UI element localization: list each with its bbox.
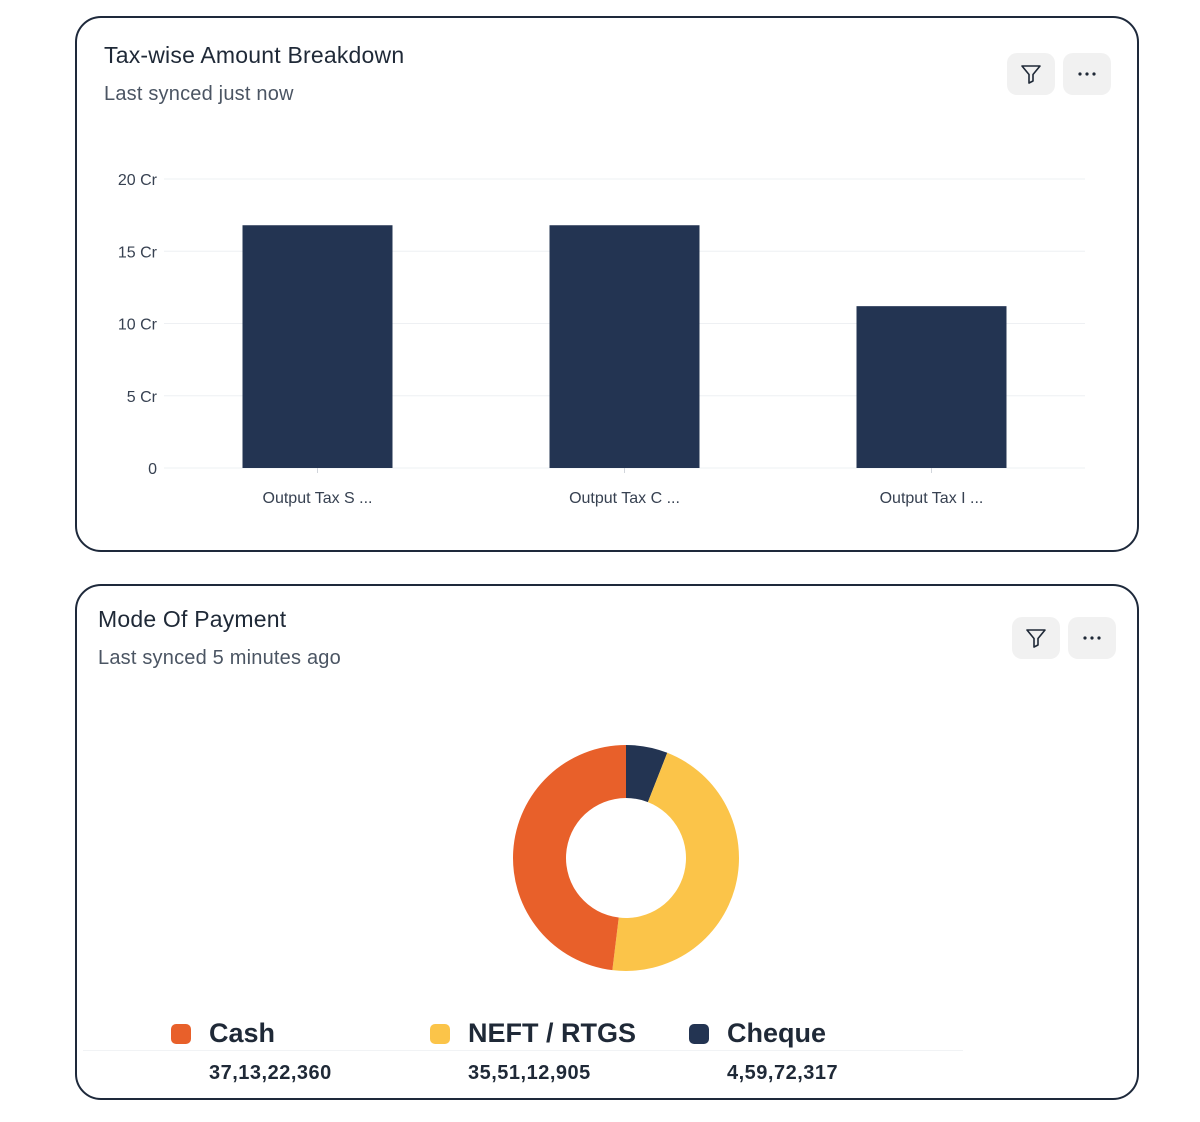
x-tick-label: Output Tax C ... (569, 490, 680, 507)
donut-slice-cheque (626, 745, 668, 803)
y-tick-label: 20 Cr (118, 172, 158, 189)
filter-icon (1026, 629, 1046, 648)
more-horizontal-icon (1078, 72, 1096, 76)
legend-label: NEFT / RTGS (468, 1018, 636, 1048)
filter-button[interactable] (1012, 617, 1060, 659)
mode-of-payment-card: Mode Of Payment Last synced 5 minutes ag… (75, 584, 1139, 1100)
bar (242, 225, 393, 468)
donut-slice-cash (513, 745, 626, 971)
legend-value: 37,13,22,360 (209, 1062, 332, 1084)
donut-chart (513, 745, 739, 971)
bar (856, 306, 1007, 468)
legend-value: 4,59,72,317 (727, 1062, 839, 1084)
more-options-button[interactable] (1068, 617, 1116, 659)
card-title: Tax-wise Amount Breakdown (104, 42, 405, 68)
filter-icon (1021, 65, 1041, 84)
y-tick-label: 10 Cr (118, 317, 158, 334)
legend-swatch-neft-rtgs (430, 1024, 450, 1044)
tax-breakdown-card: Tax-wise Amount Breakdown Last synced ju… (75, 16, 1139, 552)
y-tick-label: 0 (148, 461, 157, 478)
x-tick-label: Output Tax I ... (880, 490, 984, 507)
card-title: Mode Of Payment (98, 606, 287, 632)
y-tick-label: 15 Cr (118, 244, 158, 261)
legend-label: Cheque (727, 1018, 827, 1048)
legend-label: Cash (209, 1018, 276, 1048)
more-options-button[interactable] (1063, 53, 1111, 95)
legend-swatch-cheque (689, 1024, 709, 1044)
x-tick-label: Output Tax S ... (263, 490, 373, 507)
filter-button[interactable] (1007, 53, 1055, 95)
more-horizontal-icon (1083, 636, 1101, 640)
y-tick-label: 5 Cr (127, 389, 158, 406)
bar (549, 225, 700, 468)
legend-value: 35,51,12,905 (468, 1062, 591, 1084)
legend-swatch-cash (171, 1024, 191, 1044)
bar-chart: 0 5 Cr 10 Cr 15 Cr 20 Cr Output Tax S ... Outp… (118, 172, 1085, 507)
card-subtitle: Last synced just now (104, 83, 294, 105)
card-subtitle: Last synced 5 minutes ago (98, 647, 341, 669)
donut-slice-neft-rtgs (612, 752, 739, 971)
legend-divider (83, 1050, 963, 1051)
